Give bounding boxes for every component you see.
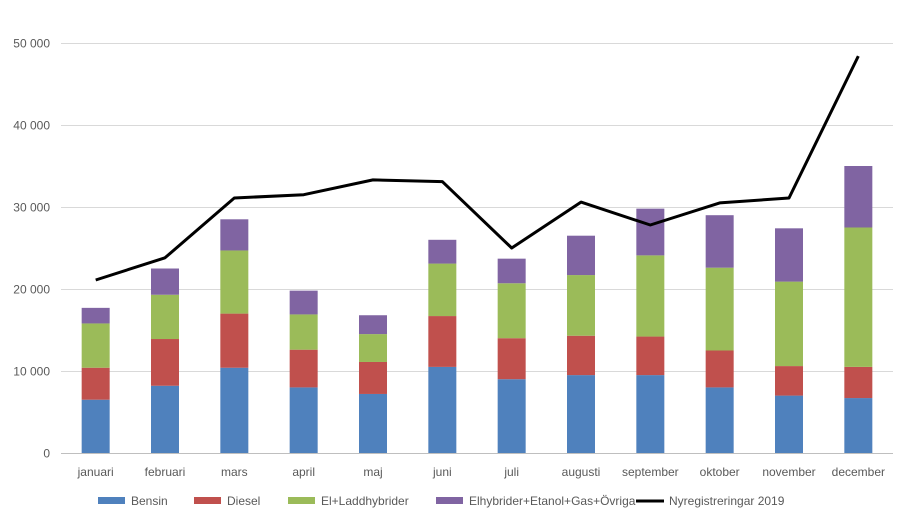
- bar-segment-1: [428, 367, 456, 453]
- bar-segment-2: [498, 338, 526, 379]
- bar-segment-4: [220, 219, 248, 250]
- bar-segment-2: [151, 339, 179, 386]
- legend-label: Elhybrider+Etanol+Gas+Övriga: [469, 494, 636, 508]
- legend: Bensin Diesel El+Laddhybrider Elhybrider+Et…: [98, 494, 785, 508]
- bar-segment-3: [498, 283, 526, 338]
- y-tick-label: 20 000: [13, 283, 50, 297]
- bar-segment-4: [498, 259, 526, 284]
- x-tick-label: juli: [503, 465, 519, 479]
- legend-item-3: El+Laddhybrider: [288, 494, 409, 508]
- x-tick-label: juni: [432, 465, 452, 479]
- x-tick-label: januari: [77, 465, 114, 479]
- bar-segment-1: [567, 375, 595, 453]
- bar-segment-4: [844, 166, 872, 228]
- bar-segment-1: [290, 387, 318, 453]
- x-tick-label: december: [832, 465, 885, 479]
- total-line: [96, 56, 859, 280]
- bar-segment-1: [82, 400, 110, 453]
- legend-swatch: [288, 497, 315, 504]
- legend-swatch: [436, 497, 463, 504]
- x-tick-label: februari: [145, 465, 186, 479]
- bar-segment-4: [151, 269, 179, 295]
- bar-segment-3: [844, 228, 872, 367]
- bar-segment-2: [428, 316, 456, 367]
- x-tick-label: augusti: [562, 465, 601, 479]
- bar-segment-4: [359, 315, 387, 334]
- bar-segment-2: [844, 367, 872, 398]
- legend-item-1: Bensin: [98, 494, 168, 508]
- bar-segment-3: [359, 334, 387, 362]
- y-tick-label: 0: [43, 447, 50, 461]
- x-tick-label: november: [762, 465, 815, 479]
- legend-label: Bensin: [131, 494, 168, 508]
- bar-segment-1: [151, 386, 179, 453]
- legend-label: Nyregistreringar 2019: [669, 494, 785, 508]
- y-tick-label: 10 000: [13, 365, 50, 379]
- bar-segment-4: [706, 215, 734, 267]
- legend-label: Diesel: [227, 494, 260, 508]
- y-tick-label: 30 000: [13, 201, 50, 215]
- bar-segment-4: [775, 228, 803, 281]
- bar-segment-1: [636, 375, 664, 453]
- bar-segment-3: [151, 295, 179, 339]
- bar-segment-3: [706, 268, 734, 351]
- bar-segment-1: [775, 396, 803, 453]
- bar-segment-2: [706, 351, 734, 388]
- legend-label: El+Laddhybrider: [321, 494, 409, 508]
- y-tick-label: 40 000: [13, 119, 50, 133]
- bar-segment-1: [498, 379, 526, 453]
- bar-segment-1: [220, 368, 248, 453]
- bar-segment-4: [290, 291, 318, 315]
- bar-segment-1: [706, 387, 734, 453]
- bar-segment-2: [636, 337, 664, 376]
- bar-segment-3: [290, 314, 318, 349]
- bar-segment-3: [428, 264, 456, 316]
- bar-segment-4: [82, 308, 110, 324]
- bar-segment-3: [82, 323, 110, 367]
- bar-segment-2: [359, 362, 387, 394]
- x-tick-label: september: [622, 465, 679, 479]
- legend-swatch: [194, 497, 221, 504]
- bar-segment-1: [844, 398, 872, 453]
- x-tick-label: oktober: [700, 465, 740, 479]
- gridlines: [61, 44, 893, 454]
- y-axis: 0 10 000 20 000 30 000 40 000 50 000: [13, 37, 50, 461]
- bar-segment-2: [290, 350, 318, 388]
- x-tick-label: april: [292, 465, 315, 479]
- bar-segment-3: [636, 255, 664, 336]
- legend-swatch: [98, 497, 125, 504]
- y-tick-label: 50 000: [13, 37, 50, 51]
- bar-segment-4: [428, 240, 456, 264]
- bar-segment-2: [567, 336, 595, 375]
- legend-item-4: Elhybrider+Etanol+Gas+Övriga: [436, 494, 636, 508]
- bar-segment-1: [359, 394, 387, 453]
- bar-segment-2: [775, 366, 803, 396]
- bar-segment-3: [567, 275, 595, 336]
- legend-item-2: Diesel: [194, 494, 260, 508]
- legend-item-5: Nyregistreringar 2019: [636, 494, 785, 508]
- bar-segment-2: [220, 314, 248, 368]
- bar-segment-4: [567, 236, 595, 275]
- bar-segment-2: [82, 368, 110, 400]
- line-series: [96, 56, 859, 280]
- x-tick-label: maj: [363, 465, 382, 479]
- bars: [82, 166, 873, 453]
- x-tick-label: mars: [221, 465, 248, 479]
- x-axis: januari februari mars april maj juni juli augus…: [77, 465, 885, 479]
- bar-segment-3: [775, 282, 803, 366]
- bar-segment-3: [220, 250, 248, 313]
- bar-segment-4: [636, 209, 664, 256]
